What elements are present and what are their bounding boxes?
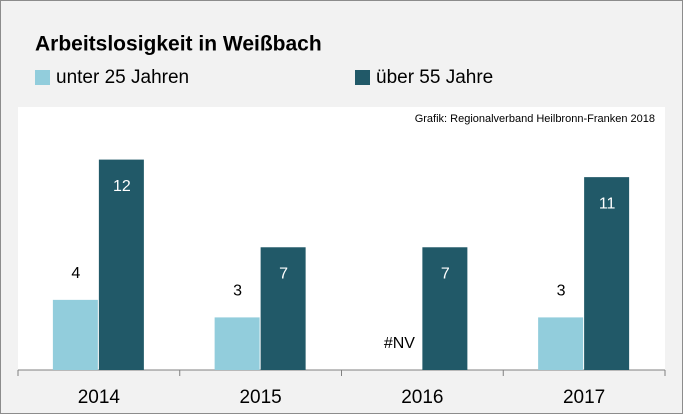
x-tick-label: 2017	[563, 387, 605, 408]
value-label: 7	[279, 265, 288, 282]
chart-title: Arbeitslosigkeit in Weißbach	[35, 33, 322, 56]
bar	[214, 317, 260, 370]
value-label: 12	[113, 178, 131, 195]
x-tick-label: 2014	[78, 387, 121, 408]
legend-swatch	[35, 70, 50, 85]
value-label: 7	[441, 265, 450, 282]
source-note: Grafik: Regionalverband Heilbronn-Franke…	[415, 113, 655, 125]
bar	[260, 247, 306, 370]
bar	[98, 159, 144, 370]
legend-label: unter 25 Jahren	[56, 67, 189, 88]
bar	[422, 247, 468, 370]
bar	[538, 317, 584, 370]
x-tick-label: 2016	[401, 387, 443, 408]
value-label: 3	[233, 283, 242, 300]
value-label: 11	[599, 195, 616, 212]
bar	[52, 299, 98, 370]
bar	[584, 177, 630, 370]
value-label: #NV	[384, 335, 415, 352]
legend-label: über 55 Jahre	[376, 67, 493, 88]
x-tick-label: 2015	[239, 387, 281, 408]
value-label: 3	[557, 283, 566, 300]
legend-swatch	[355, 70, 370, 85]
value-label: 4	[71, 265, 80, 282]
